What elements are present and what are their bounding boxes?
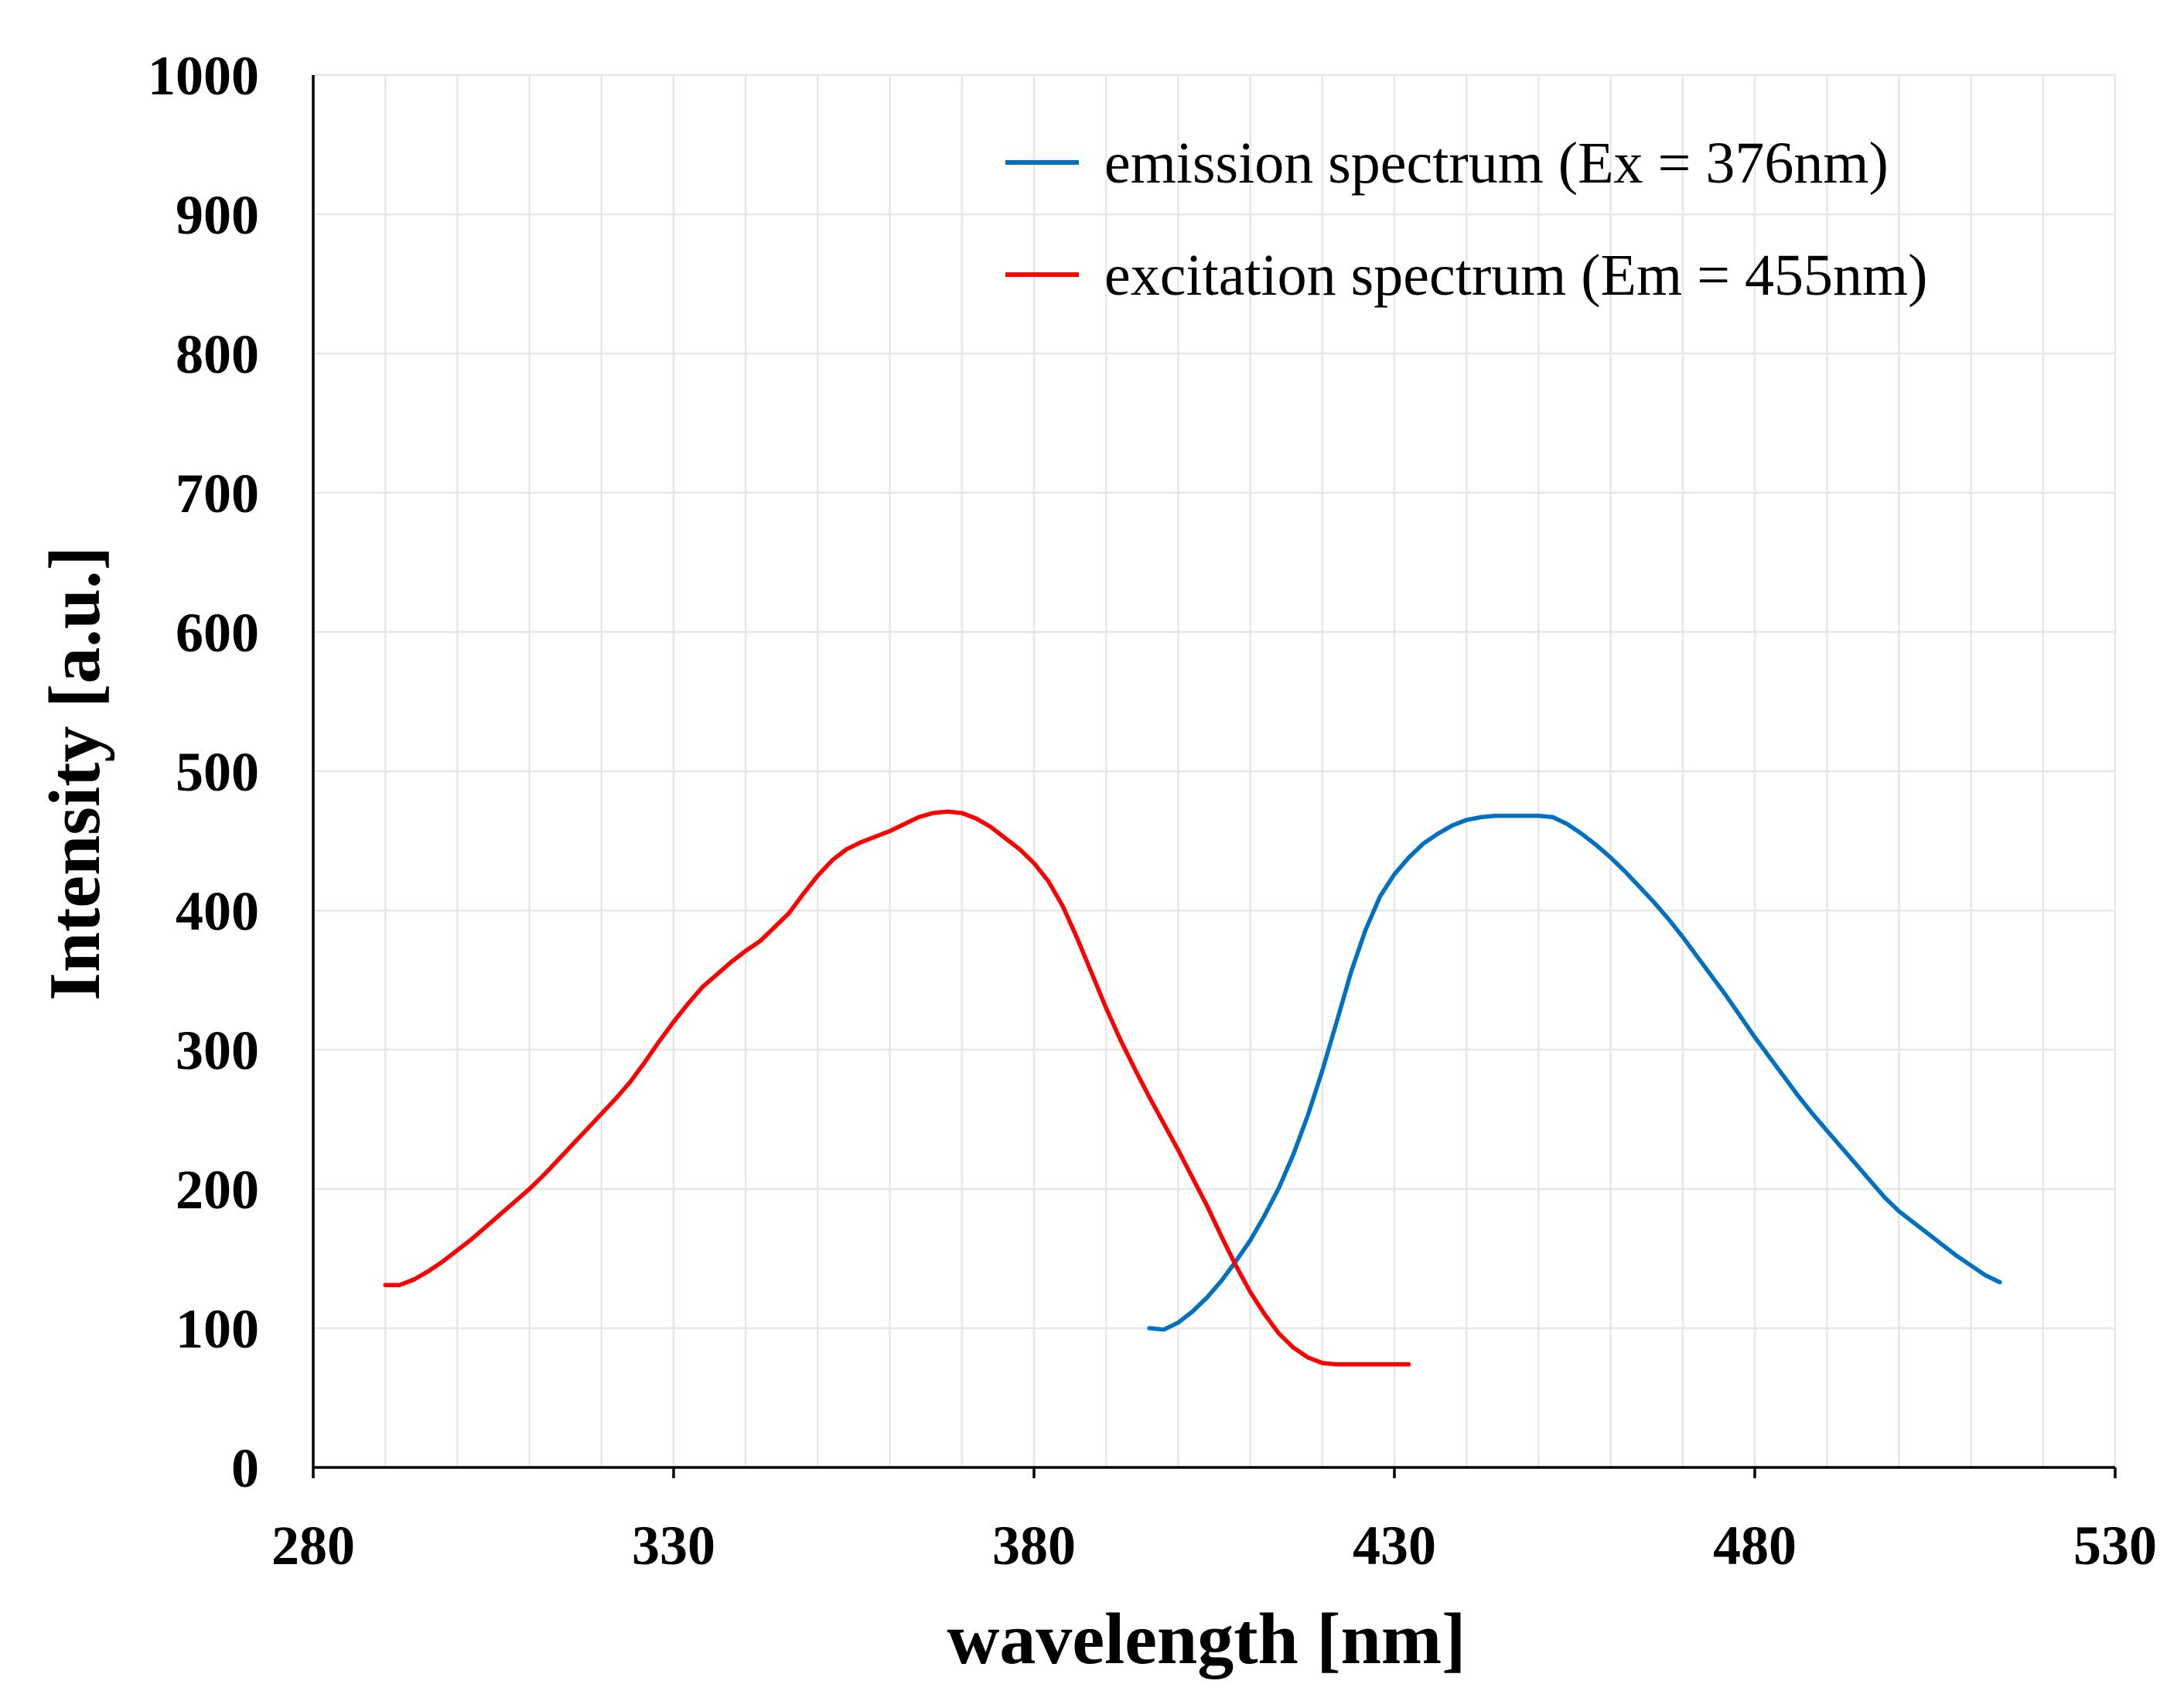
legend: emission spectrum (Ex = 376nm) excitatio… <box>1005 131 1927 308</box>
series-lines <box>383 809 2002 1367</box>
y-tick-label-300: 300 <box>176 1020 259 1081</box>
series-line-excitation <box>383 809 1411 1367</box>
axes <box>312 75 2117 1478</box>
x-tick-label-530: 530 <box>2073 1515 2157 1576</box>
y-tick-label-500: 500 <box>176 741 259 803</box>
series-line-emission <box>1147 813 2002 1332</box>
y-tick-label-200: 200 <box>176 1159 259 1221</box>
y-tick-label-100: 100 <box>176 1298 259 1360</box>
x-tick-label-280: 280 <box>271 1515 355 1576</box>
y-tick-label-600: 600 <box>176 602 259 664</box>
x-tick-label-480: 480 <box>1713 1515 1797 1576</box>
y-tick-label-800: 800 <box>176 323 259 385</box>
y-tick-label-0: 0 <box>231 1437 259 1499</box>
legend-label-excitation: excitation spectrum (Em = 455nm) <box>1104 243 1927 308</box>
x-tick-label-330: 330 <box>632 1515 715 1576</box>
tick-labels: 280 330 380 430 480 530 0 100 200 300 400 500 600 700… <box>148 45 2157 1576</box>
y-tick-label-400: 400 <box>176 880 259 942</box>
y-tick-label-900: 900 <box>176 184 259 246</box>
x-axis-title: wavelength [nm] <box>947 1599 1466 1679</box>
x-tick-label-430: 430 <box>1353 1515 1436 1576</box>
y-tick-label-700: 700 <box>176 463 259 524</box>
y-axis-title: Intensity [a.u.] <box>35 546 115 1001</box>
gridlines <box>313 73 2117 1467</box>
x-tick-label-380: 380 <box>992 1515 1076 1576</box>
y-tick-label-1000: 1000 <box>148 45 259 107</box>
legend-label-emission: emission spectrum (Ex = 376nm) <box>1104 131 1889 196</box>
